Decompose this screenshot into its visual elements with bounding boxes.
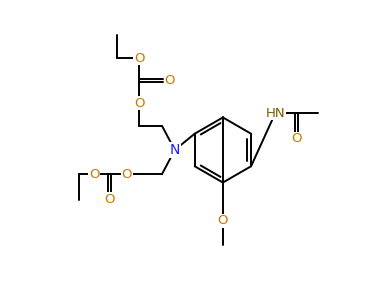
Text: O: O	[218, 214, 228, 227]
Text: O: O	[164, 74, 175, 87]
Text: O: O	[134, 97, 145, 110]
Text: HN: HN	[265, 107, 285, 120]
Text: O: O	[89, 168, 99, 181]
Text: N: N	[170, 143, 180, 157]
Text: O: O	[122, 168, 132, 181]
Text: O: O	[291, 132, 302, 145]
Text: O: O	[134, 52, 145, 65]
Text: O: O	[104, 193, 115, 206]
